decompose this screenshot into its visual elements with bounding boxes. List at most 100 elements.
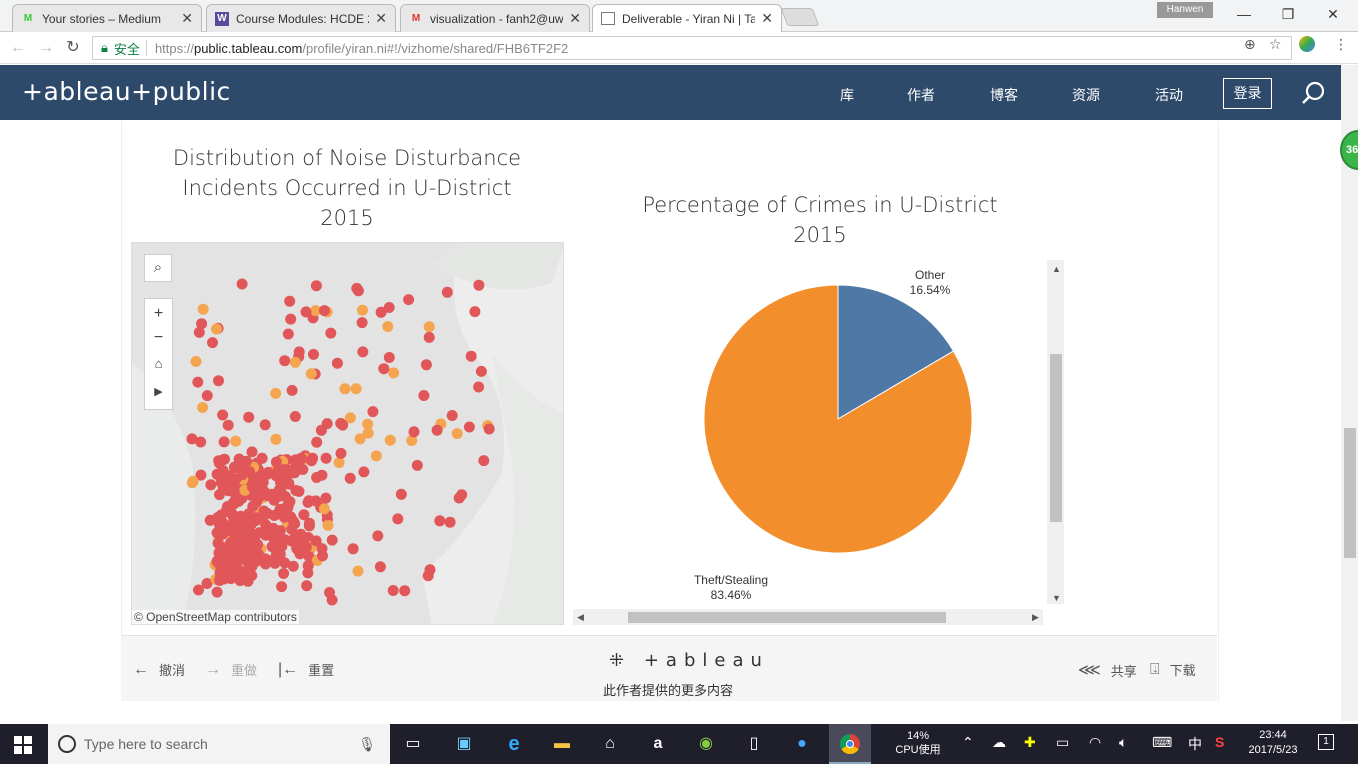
incident-dot[interactable] — [306, 455, 317, 467]
incident-dot[interactable] — [308, 348, 319, 360]
incident-dot[interactable] — [197, 402, 209, 413]
expand-arrow-icon[interactable]: ▶ — [154, 386, 163, 398]
close-tab-icon[interactable]: ✕ — [761, 10, 773, 26]
incident-dot[interactable] — [303, 495, 315, 507]
incident-dot[interactable] — [218, 436, 230, 448]
incident-dot[interactable] — [358, 466, 370, 478]
incident-dot[interactable] — [347, 543, 359, 555]
incident-dot[interactable] — [408, 426, 420, 438]
incident-dot[interactable] — [357, 346, 369, 358]
browser-tab-medium[interactable]: M Your stories – Medium ✕ — [12, 4, 202, 32]
scroll-down-icon[interactable]: ▼ — [1052, 593, 1061, 603]
noise-map[interactable] — [131, 242, 564, 625]
search-icon[interactable] — [1302, 81, 1326, 105]
taskbar-clock[interactable]: 23:44 2017/5/23 — [1240, 728, 1306, 758]
nav-resources[interactable]: 资源 — [1072, 87, 1100, 103]
zoom-icon[interactable]: ⊕ — [1244, 36, 1256, 52]
more-from-author-link[interactable]: 此作者提供的更多内容 — [603, 683, 734, 698]
map-search-icon[interactable]: ⌕ — [144, 254, 172, 282]
file-explorer-icon[interactable]: ▬ — [554, 735, 570, 752]
incident-dot[interactable] — [370, 450, 382, 462]
incident-dot[interactable] — [357, 304, 368, 316]
incident-dot[interactable] — [275, 485, 287, 497]
incident-dot[interactable] — [291, 543, 303, 555]
incident-dot[interactable] — [422, 570, 434, 582]
incident-dot[interactable] — [225, 561, 237, 573]
incident-dot[interactable] — [236, 278, 248, 290]
incident-dot[interactable] — [215, 509, 227, 521]
browser-tab-canvas[interactable]: W Course Modules: HCDE 2 ✕ — [206, 4, 396, 32]
close-tab-icon[interactable]: ✕ — [569, 10, 581, 26]
pie-slice-other[interactable] — [837, 284, 955, 420]
pie-vertical-scrollbar-thumb[interactable] — [1050, 354, 1062, 522]
volume-icon[interactable]: 🔈︎ — [1119, 734, 1128, 750]
incident-dot[interactable] — [214, 489, 225, 501]
incident-dot[interactable] — [298, 509, 310, 521]
incident-dot[interactable] — [352, 565, 364, 577]
incident-dot[interactable] — [279, 355, 291, 367]
incident-dot[interactable] — [190, 356, 202, 367]
incident-dot[interactable] — [473, 279, 485, 291]
nav-events[interactable]: 活动 — [1155, 87, 1183, 103]
incident-dot[interactable] — [395, 488, 407, 500]
incident-dot[interactable] — [197, 303, 209, 315]
incident-dot[interactable] — [282, 328, 294, 340]
microphone-icon[interactable]: 🎙︎ — [358, 735, 376, 752]
incident-dot[interactable] — [446, 410, 458, 421]
incident-dot[interactable] — [211, 468, 223, 480]
incident-dot[interactable] — [201, 390, 213, 402]
incident-dot[interactable] — [195, 469, 207, 481]
browser-tab-gmail[interactable]: M visualization - fanh2@uw ✕ — [400, 4, 590, 32]
incident-dot[interactable] — [274, 554, 286, 565]
incident-dot[interactable] — [469, 306, 481, 318]
incident-dot[interactable] — [256, 452, 268, 464]
incident-dot[interactable] — [193, 584, 204, 596]
nav-authors[interactable]: 作者 — [907, 87, 935, 103]
incident-dot[interactable] — [384, 434, 396, 446]
incident-dot[interactable] — [388, 367, 400, 379]
incident-dot[interactable] — [297, 464, 309, 475]
incident-dot[interactable] — [301, 580, 313, 592]
incident-dot[interactable] — [270, 433, 282, 445]
tableau-public-logo[interactable]: +ableau+public — [22, 77, 231, 106]
incident-dot[interactable] — [372, 530, 384, 542]
incident-dot[interactable] — [444, 516, 456, 528]
incident-dot[interactable] — [290, 454, 302, 466]
map-attribution[interactable]: © OpenStreetMap contributors — [132, 610, 299, 624]
menu-dots-icon[interactable]: ⋮ — [1334, 36, 1348, 52]
incident-dot[interactable] — [335, 447, 347, 459]
incident-dot[interactable] — [378, 363, 390, 375]
profile-name[interactable]: Hanwen — [1157, 2, 1213, 18]
incident-dot[interactable] — [243, 411, 255, 423]
forward-icon[interactable]: → — [38, 39, 54, 56]
incident-dot[interactable] — [217, 409, 229, 421]
chrome-taskbar-button[interactable] — [829, 724, 871, 764]
incident-dot[interactable] — [212, 537, 224, 549]
taskbar-search[interactable]: Type here to search 🎙︎ — [48, 724, 390, 764]
map-canvas[interactable] — [132, 243, 564, 625]
onedrive-icon[interactable]: ☁ — [992, 734, 1006, 750]
incident-dot[interactable] — [344, 412, 356, 424]
reload-icon[interactable]: ↻ — [66, 39, 80, 56]
incident-dot[interactable] — [214, 567, 226, 579]
minimize-icon[interactable]: — — [1237, 6, 1251, 22]
incident-dot[interactable] — [201, 578, 213, 589]
incident-dot[interactable] — [331, 357, 343, 369]
incident-dot[interactable] — [451, 428, 463, 440]
incident-dot[interactable] — [276, 581, 288, 593]
restore-icon[interactable]: ❐ — [1281, 6, 1295, 22]
incident-dot[interactable] — [441, 286, 453, 298]
amazon-icon[interactable]: a — [653, 735, 663, 752]
incident-dot[interactable] — [229, 529, 241, 541]
incident-dot[interactable] — [383, 302, 395, 313]
keyboard-icon[interactable]: ⌨ — [1152, 734, 1173, 750]
incident-dot[interactable] — [273, 464, 285, 476]
incident-dot[interactable] — [213, 375, 224, 387]
incident-dot[interactable] — [322, 519, 334, 531]
tableau-logo[interactable]: ⁜ +ableau — [609, 650, 769, 671]
close-tab-icon[interactable]: ✕ — [181, 10, 193, 26]
incident-dot[interactable] — [478, 455, 490, 467]
bookmark-star-icon[interactable]: ☆ — [1269, 36, 1282, 52]
battery-icon[interactable]: ▭ — [1056, 734, 1070, 750]
incident-dot[interactable] — [326, 534, 338, 546]
